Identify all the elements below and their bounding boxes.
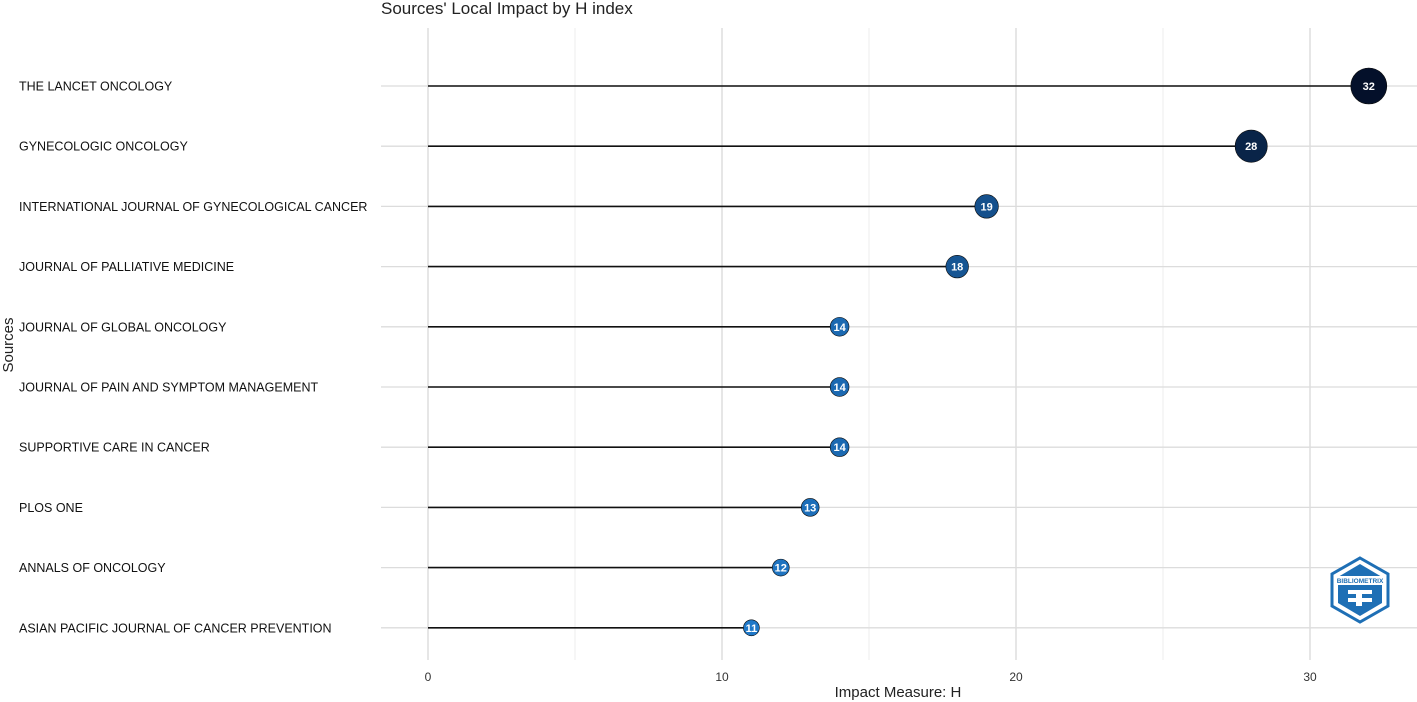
category-label: INTERNATIONAL JOURNAL OF GYNECOLOGICAL C… (19, 200, 367, 214)
logo-text: BIBLIOMETRIX (1337, 578, 1384, 585)
lollipop-dot (945, 254, 969, 279)
category-label: GYNECOLOGIC ONCOLOGY (19, 140, 188, 154)
lollipop-dot (1234, 129, 1268, 163)
x-tick-label: 20 (1009, 670, 1023, 684)
x-axis-title: Impact Measure: H (835, 684, 962, 701)
category-label: THE LANCET ONCOLOGY (19, 80, 173, 94)
x-tick-label: 30 (1303, 670, 1317, 684)
value-label: 19 (980, 201, 992, 213)
value-label: 32 (1363, 81, 1375, 93)
value-label: 14 (833, 442, 846, 454)
value-label: 28 (1245, 141, 1257, 153)
value-label: 18 (951, 262, 963, 274)
x-tick-label: 10 (715, 670, 729, 684)
value-label: 13 (804, 502, 816, 514)
lollipop-dot (829, 437, 850, 457)
category-labels: THE LANCET ONCOLOGY GYNECOLOGIC ONCOLOGY I… (19, 80, 367, 636)
category-label: JOURNAL OF PAIN AND SYMPTOM MANAGEMENT (19, 381, 318, 395)
value-label: 14 (833, 382, 846, 394)
grid (381, 28, 1417, 660)
category-label: JOURNAL OF GLOBAL ONCOLOGY (19, 320, 227, 334)
x-tick-label: 0 (425, 670, 432, 684)
value-label: 14 (833, 322, 846, 334)
category-label: JOURNAL OF PALLIATIVE MEDICINE (19, 260, 234, 274)
lollipop-dot (974, 194, 999, 219)
category-label: ASIAN PACIFIC JOURNAL OF CANCER PREVENTI… (19, 621, 332, 635)
category-label: SUPPORTIVE CARE IN CANCER (19, 441, 210, 455)
y-axis-title: Sources (0, 317, 17, 372)
lollipop-dot (772, 558, 790, 577)
lollipop-dot (743, 619, 760, 637)
lollipop-dot (1350, 67, 1388, 105)
stems (428, 85, 1369, 629)
value-label: 12 (775, 563, 787, 575)
chart-title: Sources' Local Impact by H index (381, 0, 633, 18)
category-label: PLOS ONE (19, 501, 83, 515)
dots: 32 28 19 18 14 14 14 13 12 11 (743, 67, 1388, 637)
category-label: ANNALS OF ONCOLOGY (19, 561, 166, 575)
bibliometrix-logo-icon: BIBLIOMETRIX (1330, 556, 1390, 624)
value-label: 11 (746, 623, 758, 635)
lollipop-dot (829, 317, 850, 337)
lollipop-dot (800, 498, 820, 517)
lollipop-dot (829, 377, 850, 397)
x-tick-labels: 0 10 20 30 (425, 670, 1317, 684)
